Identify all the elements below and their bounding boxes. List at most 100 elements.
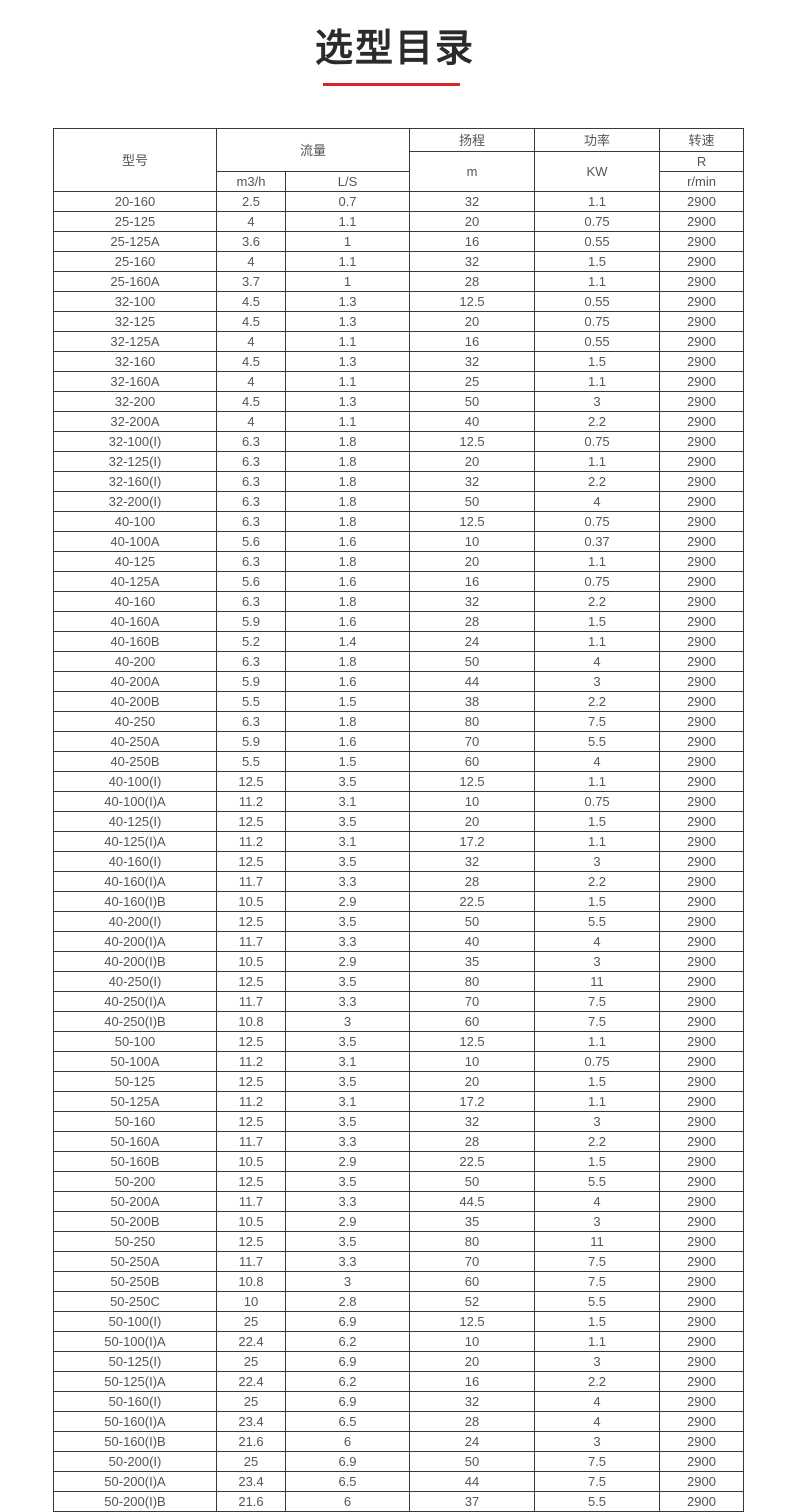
cell-head: 20 [409, 551, 536, 572]
cell-head: 44 [409, 1471, 536, 1492]
table-row: 50-250A 11.7 3.3 70 7.5 2900 [53, 1251, 745, 1272]
cell-flow-m3h: 10.5 [216, 951, 286, 972]
cell-model: 40-250(I)A [53, 991, 217, 1012]
table-row: 50-160(I) 25 6.9 32 4 2900 [53, 1391, 745, 1412]
cell-model: 50-200(I)A [53, 1471, 217, 1492]
cell-flow-ls: 1.6 [284, 611, 411, 632]
cell-flow-ls: 6.9 [284, 1451, 411, 1472]
cell-head: 20 [409, 311, 536, 332]
header-head-unit: m [409, 151, 536, 192]
header-power-unit: KW [534, 151, 661, 192]
cell-speed: 2900 [659, 1111, 745, 1132]
cell-head: 60 [409, 1011, 536, 1032]
cell-head: 22.5 [409, 891, 536, 912]
cell-model: 50-200A [53, 1191, 217, 1212]
cell-model: 50-160A [53, 1131, 217, 1152]
cell-flow-ls: 3.5 [284, 911, 411, 932]
cell-power: 2.2 [534, 411, 661, 432]
cell-speed: 2900 [659, 431, 745, 452]
cell-speed: 2900 [659, 1271, 745, 1292]
cell-flow-ls: 1.8 [284, 711, 411, 732]
cell-flow-ls: 1.5 [284, 691, 411, 712]
cell-speed: 2900 [659, 911, 745, 932]
cell-speed: 2900 [659, 1191, 745, 1212]
cell-speed: 2900 [659, 851, 745, 872]
cell-model: 40-200(I)B [53, 951, 217, 972]
cell-head: 80 [409, 1231, 536, 1252]
table-row: 32-160(I) 6.3 1.8 32 2.2 2900 [53, 471, 745, 492]
cell-speed: 2900 [659, 1411, 745, 1432]
cell-model: 40-125A [53, 571, 217, 592]
table-row: 40-200(I)B 10.5 2.9 35 3 2900 [53, 951, 745, 972]
page-title: 选型目录 [314, 26, 475, 70]
cell-speed: 2900 [659, 1131, 745, 1152]
cell-speed: 2900 [659, 751, 745, 772]
cell-head: 17.2 [409, 1091, 536, 1112]
table-row: 50-100 12.5 3.5 12.5 1.1 2900 [53, 1031, 745, 1052]
cell-flow-m3h: 12.5 [216, 1071, 286, 1092]
table-row: 40-100 6.3 1.8 12.5 0.75 2900 [53, 511, 745, 532]
table-row: 50-100A 11.2 3.1 10 0.75 2900 [53, 1051, 745, 1072]
cell-flow-ls: 2.9 [284, 951, 411, 972]
cell-power: 0.75 [534, 791, 661, 812]
cell-head: 12.5 [409, 511, 536, 532]
cell-head: 40 [409, 931, 536, 952]
cell-speed: 2900 [659, 711, 745, 732]
cell-flow-m3h: 11.7 [216, 1251, 286, 1272]
cell-speed: 2900 [659, 231, 745, 252]
cell-flow-m3h: 10.5 [216, 1211, 286, 1232]
cell-speed: 2900 [659, 491, 745, 512]
cell-flow-ls: 2.9 [284, 1211, 411, 1232]
cell-power: 1.1 [534, 191, 661, 212]
cell-flow-m3h: 4.5 [216, 311, 286, 332]
cell-power: 1.1 [534, 371, 661, 392]
cell-head: 60 [409, 751, 536, 772]
cell-model: 50-200 [53, 1171, 217, 1192]
cell-model: 32-100 [53, 291, 217, 312]
cell-power: 11 [534, 971, 661, 992]
table-row: 40-160 6.3 1.8 32 2.2 2900 [53, 591, 745, 612]
cell-power: 3 [534, 951, 661, 972]
cell-flow-m3h: 6.3 [216, 451, 286, 472]
cell-power: 3 [534, 1351, 661, 1372]
cell-flow-m3h: 11.7 [216, 871, 286, 892]
cell-flow-m3h: 11.7 [216, 1191, 286, 1212]
cell-flow-ls: 3.1 [284, 791, 411, 812]
cell-power: 5.5 [534, 1491, 661, 1512]
cell-power: 2.2 [534, 1131, 661, 1152]
cell-flow-ls: 3.5 [284, 1231, 411, 1252]
cell-flow-m3h: 11.7 [216, 1131, 286, 1152]
table-row: 50-125(I) 25 6.9 20 3 2900 [53, 1351, 745, 1372]
cell-power: 1.5 [534, 1151, 661, 1172]
cell-speed: 2900 [659, 831, 745, 852]
cell-speed: 2900 [659, 1331, 745, 1352]
table-row: 40-100A 5.6 1.6 10 0.37 2900 [53, 531, 745, 552]
cell-flow-ls: 1 [284, 231, 411, 252]
cell-head: 20 [409, 1071, 536, 1092]
cell-flow-m3h: 23.4 [216, 1471, 286, 1492]
cell-speed: 2900 [659, 931, 745, 952]
cell-model: 50-250B [53, 1271, 217, 1292]
cell-flow-m3h: 5.2 [216, 631, 286, 652]
cell-speed: 2900 [659, 371, 745, 392]
cell-model: 40-250 [53, 711, 217, 732]
cell-model: 50-160(I)A [53, 1411, 217, 1432]
cell-flow-ls: 1.6 [284, 571, 411, 592]
cell-flow-m3h: 25 [216, 1451, 286, 1472]
cell-flow-m3h: 5.6 [216, 531, 286, 552]
table-row: 32-125 4.5 1.3 20 0.75 2900 [53, 311, 745, 332]
table-row: 40-100(I) 12.5 3.5 12.5 1.1 2900 [53, 771, 745, 792]
cell-flow-ls: 3.3 [284, 871, 411, 892]
table-row: 40-200 6.3 1.8 50 4 2900 [53, 651, 745, 672]
cell-model: 32-125(I) [53, 451, 217, 472]
cell-flow-m3h: 5.6 [216, 571, 286, 592]
cell-speed: 2900 [659, 271, 745, 292]
cell-model: 40-200(I)A [53, 931, 217, 952]
cell-flow-ls: 1.8 [284, 471, 411, 492]
cell-head: 70 [409, 991, 536, 1012]
cell-flow-ls: 1.1 [284, 331, 411, 352]
cell-power: 1.5 [534, 611, 661, 632]
cell-flow-ls: 3.5 [284, 851, 411, 872]
cell-flow-ls: 1.3 [284, 351, 411, 372]
cell-flow-m3h: 3.7 [216, 271, 286, 292]
